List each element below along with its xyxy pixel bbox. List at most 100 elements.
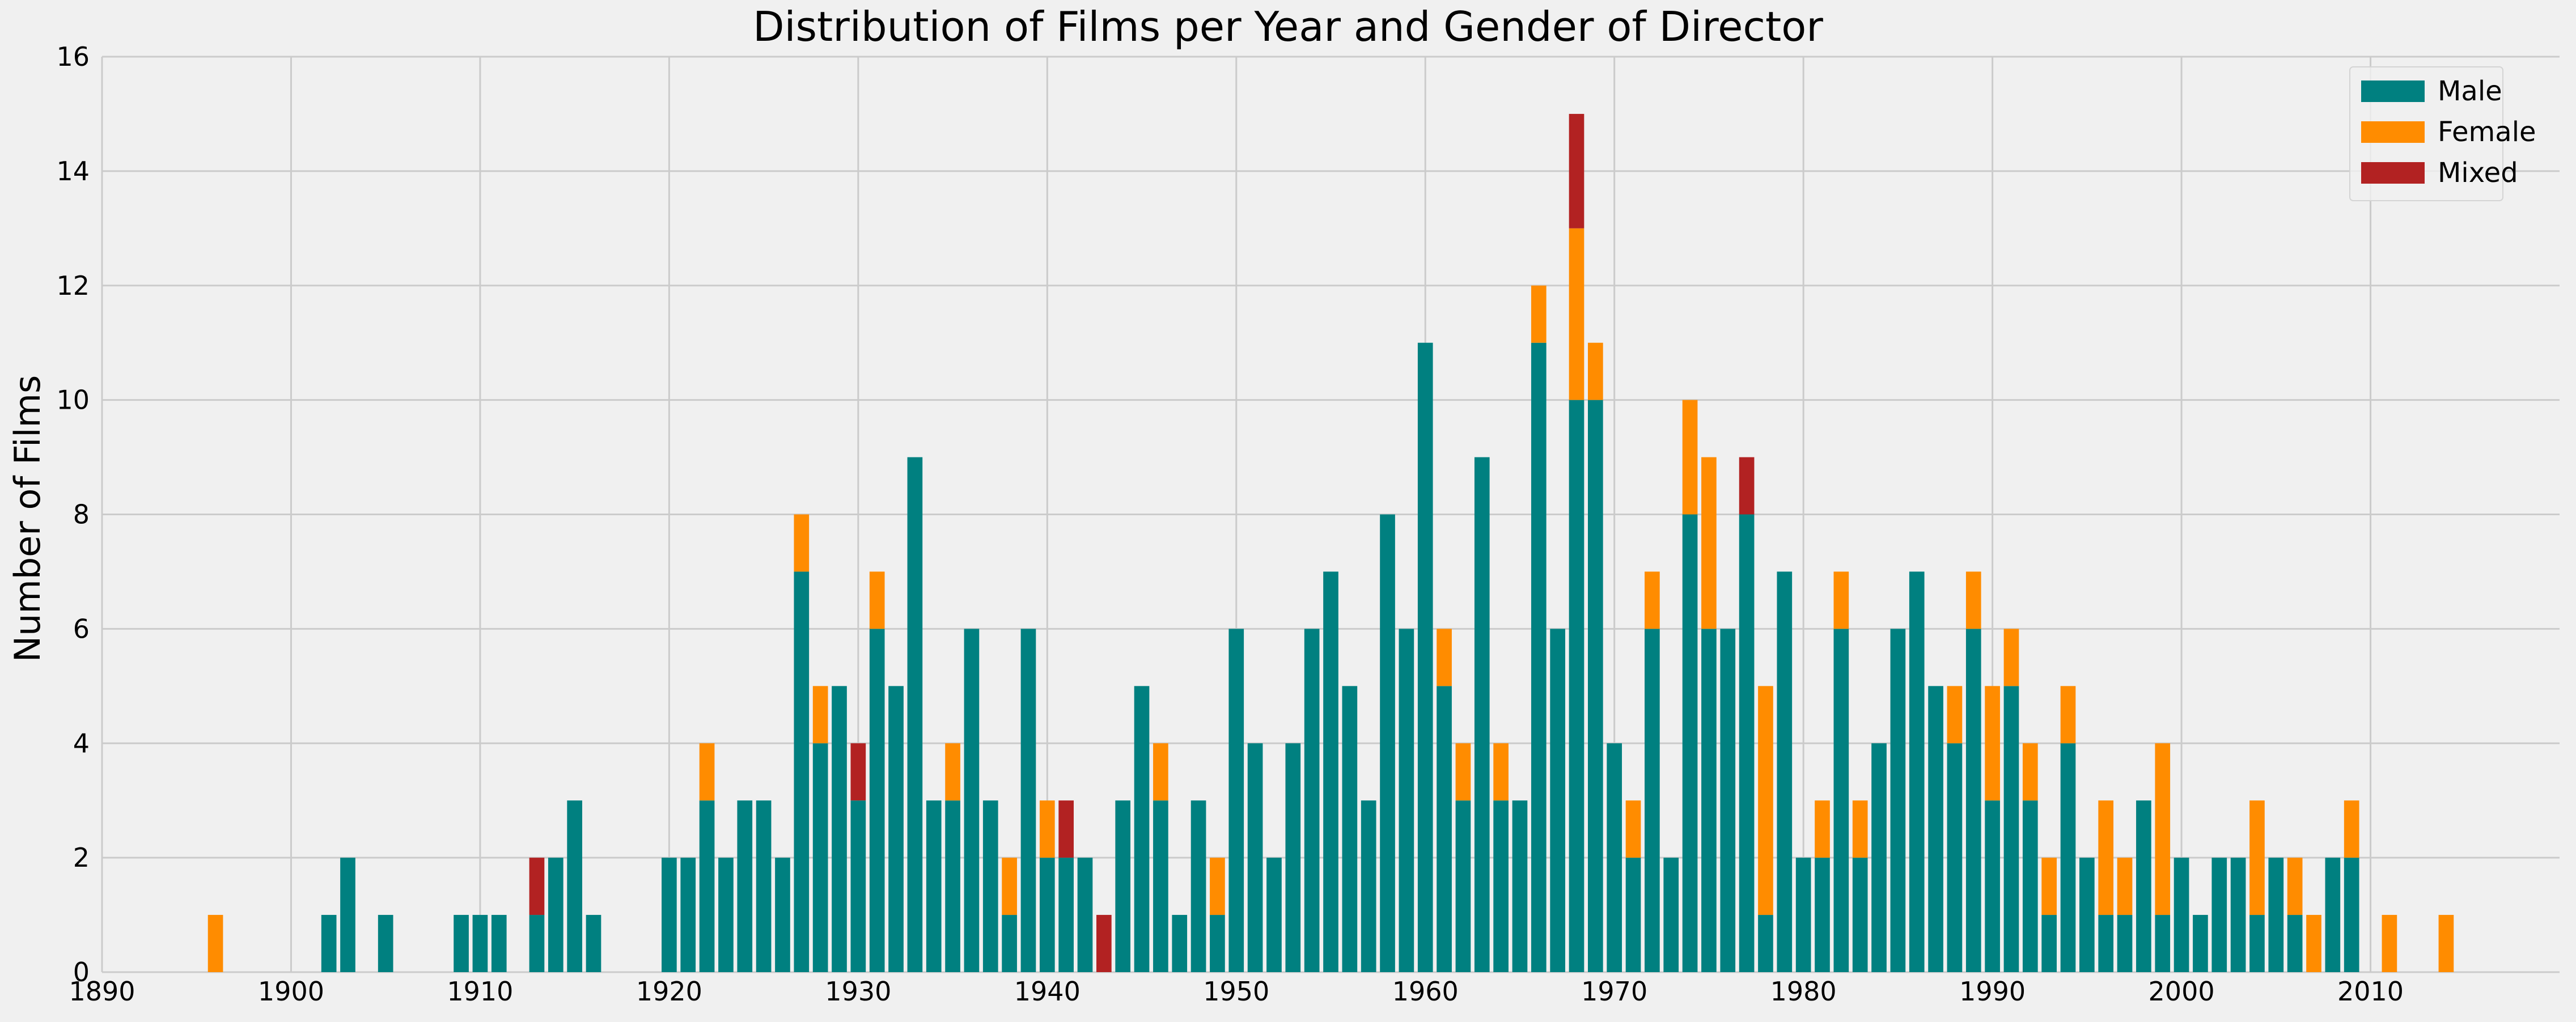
bar-male-1994 (2060, 743, 2076, 972)
bar-male-1915 (567, 800, 582, 972)
x-tick-label: 1970 (1581, 976, 1647, 1007)
x-tick-label: 1910 (447, 976, 513, 1007)
bar-female-1999 (2155, 743, 2171, 915)
bar-female-2009 (2344, 800, 2359, 858)
bar-female-1938 (1002, 858, 1017, 915)
bar-male-1944 (1115, 800, 1131, 972)
bar-male-1925 (756, 800, 772, 972)
bar-male-1909 (454, 915, 469, 972)
bar-male-1949 (1210, 915, 1225, 972)
bar-male-1937 (982, 800, 998, 972)
bar-male-1969 (1588, 400, 1603, 972)
legend-label-female: Female (2438, 116, 2536, 148)
y-tick-label: 10 (56, 385, 90, 415)
bar-male-1903 (340, 858, 355, 972)
y-tick-label: 0 (73, 957, 90, 987)
bar-male-1947 (1172, 915, 1188, 972)
bar-male-1962 (1455, 800, 1471, 972)
bar-male-1966 (1531, 342, 1547, 972)
bar-female-1992 (2022, 743, 2038, 801)
bar-female-1989 (1965, 571, 1981, 629)
bar-male-1939 (1020, 629, 1036, 972)
bar-male-1957 (1361, 800, 1376, 972)
bar-female-1974 (1682, 400, 1698, 515)
bar-male-1998 (2136, 800, 2151, 972)
bar-male-1910 (472, 915, 488, 972)
bar-male-1995 (2079, 858, 2095, 972)
bar-female-1994 (2060, 686, 2076, 744)
bar-female-1949 (1210, 858, 1225, 915)
bar-male-1911 (491, 915, 507, 972)
bar-female-1972 (1645, 571, 1660, 629)
bar-female-1961 (1437, 629, 1452, 686)
bar-male-1950 (1228, 629, 1244, 972)
bar-female-1931 (869, 571, 885, 629)
bar-male-1981 (1815, 858, 1830, 972)
bar-male-1956 (1342, 686, 1358, 972)
bar-male-1963 (1474, 457, 1490, 972)
bar-male-2008 (2325, 858, 2341, 972)
x-tick-label: 1890 (69, 976, 135, 1007)
bar-mixed-1941 (1058, 800, 1074, 858)
bar-female-2006 (2287, 858, 2303, 915)
bar-male-1979 (1777, 571, 1793, 972)
bar-male-1997 (2117, 915, 2133, 972)
bar-male-1923 (718, 858, 734, 972)
bar-male-1933 (907, 457, 923, 972)
bar-male-1964 (1493, 800, 1509, 972)
bar-female-1996 (2098, 800, 2114, 915)
bar-male-1960 (1417, 342, 1433, 972)
bar-male-1996 (2098, 915, 2114, 972)
bar-male-1921 (680, 858, 696, 972)
x-tick-label: 1930 (825, 976, 891, 1007)
bar-male-1987 (1928, 686, 1943, 972)
bar-mixed-1913 (529, 858, 545, 915)
x-tick-label: 1920 (636, 976, 702, 1007)
bar-female-1983 (1852, 800, 1868, 858)
bar-male-1991 (2003, 686, 2019, 972)
bar-female-1971 (1625, 800, 1641, 858)
bar-male-1972 (1645, 629, 1660, 972)
bar-male-1946 (1153, 800, 1168, 972)
bar-female-1991 (2003, 629, 2019, 686)
legend-swatch-male (2361, 80, 2425, 102)
bar-male-1955 (1323, 571, 1338, 972)
bar-male-1905 (378, 915, 393, 972)
bar-female-1964 (1493, 743, 1509, 801)
bar-female-1966 (1531, 285, 1547, 343)
x-axis-ticks: 1890 1900 1910 1920 1930 1940 1950 1960 1970 1980… (69, 976, 2404, 1007)
legend-swatch-female (2361, 121, 2425, 143)
bar-male-1932 (888, 686, 904, 972)
bar-female-1896 (207, 915, 223, 972)
bar-female-2011 (2382, 915, 2397, 972)
bar-male-1913 (529, 915, 545, 972)
y-tick-label: 12 (56, 270, 90, 301)
bar-female-2004 (2249, 800, 2265, 915)
bar-male-1931 (869, 629, 885, 972)
x-tick-label: 2010 (2337, 976, 2404, 1007)
chart-title: Distribution of Films per Year and Gende… (753, 3, 1823, 50)
bar-male-2000 (2174, 858, 2189, 972)
bar-female-1922 (699, 743, 715, 801)
bar-male-1942 (1077, 858, 1093, 972)
bar-female-1993 (2041, 858, 2057, 915)
y-axis-label: Number of Films (7, 375, 48, 663)
bar-female-1935 (945, 743, 960, 801)
y-tick-label: 16 (56, 41, 90, 72)
x-tick-label: 1980 (1770, 976, 1837, 1007)
bar-male-1977 (1739, 514, 1755, 972)
legend-swatch-mixed (2361, 162, 2425, 184)
bar-female-2007 (2306, 915, 2321, 972)
bar-mixed-1943 (1096, 915, 1112, 972)
bar-female-1978 (1758, 686, 1773, 915)
y-tick-label: 8 (73, 499, 90, 530)
bar-male-1926 (775, 858, 790, 972)
bar-male-1967 (1550, 629, 1565, 972)
bar-male-1941 (1058, 858, 1074, 972)
bar-male-1974 (1682, 514, 1698, 972)
y-tick-label: 14 (56, 156, 90, 186)
bar-female-1990 (1985, 686, 2000, 801)
bar-male-1973 (1663, 858, 1679, 972)
bar-male-2009 (2344, 858, 2359, 972)
